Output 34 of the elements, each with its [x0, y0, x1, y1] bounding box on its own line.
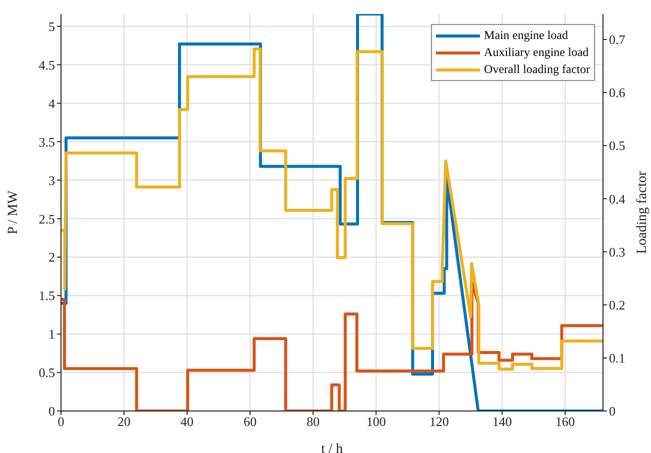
y2-tick-label: 0.2: [609, 297, 626, 312]
x-tick-label: 120: [429, 414, 449, 430]
line-series: [61, 48, 603, 371]
x-tick-label: 100: [366, 414, 386, 430]
y-tick-label: 2.5: [38, 211, 55, 226]
y-tick-label: 3: [48, 172, 55, 188]
legend-label: Overall loading factor: [484, 61, 590, 78]
y-tick-label: 0: [48, 404, 55, 419]
y-tick-label: 4.5: [38, 57, 55, 72]
y-tick-label: 2: [48, 250, 55, 265]
x-tick-label: 140: [492, 414, 512, 430]
x-tick-label: 40: [180, 414, 194, 430]
x-tick-label: 20: [118, 414, 131, 430]
y-tick-label: 3.5: [38, 134, 55, 150]
y2-axis-title: Loading factor: [634, 170, 650, 254]
y-tick-label: 0.5: [38, 365, 55, 380]
y2-tick-label: 0.4: [609, 191, 626, 206]
y-tick-label: 5: [48, 18, 55, 34]
y-axis-title: P / MW: [6, 190, 21, 234]
y2-tick-label: 0.1: [609, 350, 626, 366]
y2-tick-label: 0.7: [609, 32, 626, 48]
y-tick-label: 4: [48, 96, 56, 111]
x-tick-label: 80: [306, 414, 320, 430]
x-axis-title: t / h: [321, 442, 343, 453]
legend-label: Auxiliary engine load: [484, 44, 589, 61]
y2-tick-label: 0.6: [609, 85, 626, 100]
y2-tick-label: 0: [609, 404, 616, 419]
x-tick-label: 60: [244, 414, 257, 430]
y2-tick-label: 0.5: [609, 138, 626, 154]
legend-label: Main engine load: [484, 27, 568, 44]
y-tick-label: 1: [48, 326, 55, 342]
y2-tick-label: 0.3: [609, 244, 626, 260]
x-tick-label: 160: [555, 414, 575, 430]
y-tick-label: 1.5: [38, 288, 55, 304]
